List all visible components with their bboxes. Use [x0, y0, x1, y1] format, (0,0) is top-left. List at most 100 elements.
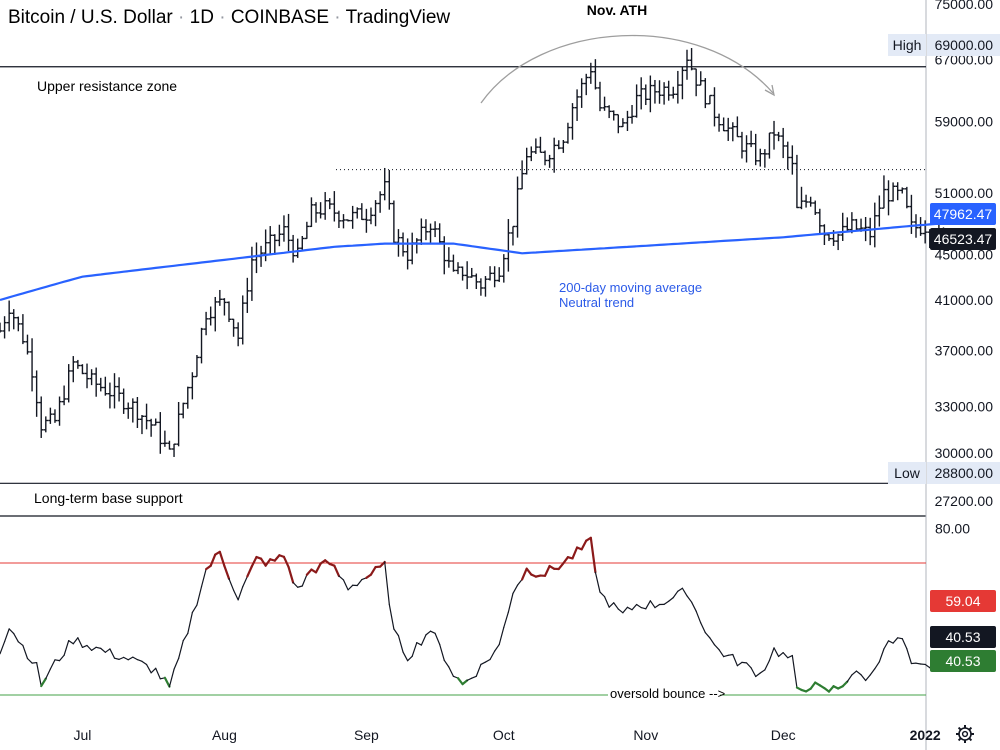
oscillator-segment: [525, 567, 533, 576]
oscillator-segment: [791, 654, 798, 689]
ohlc-bar: [794, 154, 800, 209]
ohlc-bar: [813, 200, 818, 215]
oscillator-segment: [668, 596, 674, 602]
time-tick-label: Sep: [354, 727, 379, 743]
ohlc-bar: [533, 138, 539, 154]
ohlc-bar: [103, 376, 108, 396]
oscillator-segment: [90, 646, 97, 651]
oscillator-segment: [677, 587, 684, 592]
ohlc-bar: [391, 200, 397, 245]
ohlc-bar: [327, 198, 332, 210]
oscillator-segment: [13, 632, 19, 643]
oscillator-segment: [636, 603, 642, 609]
ohlc-bar: [171, 443, 177, 457]
ohlc-bar: [799, 186, 804, 210]
ohlc-bar: [904, 186, 910, 209]
resistance-zone-label: Upper resistance zone: [37, 78, 177, 94]
oscillator-segment: [182, 632, 189, 642]
ohlc-bar: [698, 71, 703, 86]
oscillator-segment: [768, 647, 775, 662]
ohlc-bar: [341, 214, 346, 229]
oscillator-segment: [95, 646, 102, 649]
oscillator-segment: [314, 562, 322, 574]
ohlc-bar: [817, 208, 823, 234]
ohlc-bar: [767, 132, 772, 159]
oscillator-series: [0, 536, 945, 693]
ohlc-bar: [895, 182, 900, 201]
oscillator-segment: [36, 661, 42, 687]
low-level-tag: Low 28800.00: [888, 462, 1000, 484]
oscillator-segment: [571, 546, 579, 560]
ohlc-bar: [39, 396, 44, 438]
ohlc-bar: [849, 212, 855, 234]
ohlc-bar: [377, 191, 383, 213]
oscillator-segment: [242, 575, 248, 588]
ohlc-bar: [900, 187, 905, 194]
oversold-note: oversold bounce -->: [610, 686, 725, 701]
ohlc-bar: [208, 306, 213, 326]
ohlc-bar: [684, 49, 690, 80]
oscillator-segment: [484, 658, 491, 663]
oscillator-segment: [512, 584, 519, 595]
ohlc-bar: [309, 197, 314, 228]
oscillator-segment: [425, 630, 432, 636]
oscillator-segment: [626, 606, 633, 611]
ohlc-bar: [579, 78, 584, 108]
oscillator-segment: [17, 641, 24, 647]
ohlc-bar: [263, 229, 268, 262]
ohlc-bar: [707, 94, 713, 105]
ohlc-bar: [43, 416, 48, 433]
ohlc-bar: [689, 48, 694, 71]
ohlc-bar: [716, 113, 722, 132]
ohlc-bar: [744, 135, 749, 163]
ohlc-bar: [625, 110, 630, 132]
oscillator-segment: [407, 655, 413, 662]
svg-text:46523.47: 46523.47: [934, 231, 993, 247]
oscillator-segment: [218, 550, 226, 568]
ohlc-bar: [547, 154, 552, 168]
ohlc-bar: [410, 232, 415, 265]
ohlc-bar: [464, 261, 470, 290]
ohlc-bar: [139, 415, 145, 435]
base-support-label: Long-term base support: [34, 490, 183, 506]
oscillator-segment: [599, 591, 606, 598]
oscillator-value-tag-green: 40.53: [930, 650, 996, 672]
ohlc-bar: [2, 316, 7, 339]
oscillator-segment: [489, 650, 496, 661]
oscillator-segment: [543, 564, 551, 577]
oscillator-segment: [645, 600, 651, 610]
ohlc-bar: [350, 205, 355, 229]
ohlc-bar: [451, 254, 456, 272]
oscillator-segment: [846, 674, 853, 683]
oscillator-segment: [305, 568, 313, 576]
oscillator-segment: [603, 596, 610, 608]
ohlc-bar: [428, 223, 433, 245]
oscillator-segment: [8, 628, 15, 635]
time-tick-label: 2022: [910, 727, 941, 743]
oscillator-segment: [397, 635, 404, 653]
oscillator-segment: [736, 661, 743, 667]
gear-icon[interactable]: [956, 725, 974, 743]
svg-text:40.53: 40.53: [945, 629, 980, 645]
ohlc-bar: [153, 418, 158, 426]
ohlc-bar: [629, 104, 635, 124]
ohlc-bar: [657, 80, 662, 104]
oscillator-segment: [562, 556, 570, 565]
ohlc-bar: [281, 215, 287, 242]
oscillator-segment: [68, 639, 74, 645]
ohlc-bar: [345, 219, 351, 222]
ohlc-bar: [71, 356, 76, 383]
ohlc-bar: [519, 160, 525, 190]
ohlc-bar: [382, 167, 387, 201]
oscillator-segment: [136, 659, 143, 662]
ohlc-bar: [483, 276, 488, 297]
oscillator-segment: [494, 643, 500, 652]
ohlc-bar: [556, 140, 561, 150]
ohlc-bar: [84, 363, 90, 389]
ohlc-bar: [703, 78, 708, 109]
time-tick-label: Oct: [493, 727, 515, 743]
ohlc-bar: [886, 180, 891, 216]
ohlc-bar: [277, 224, 282, 247]
oscillator-segment: [887, 640, 894, 644]
oscillator-segment: [77, 637, 84, 648]
